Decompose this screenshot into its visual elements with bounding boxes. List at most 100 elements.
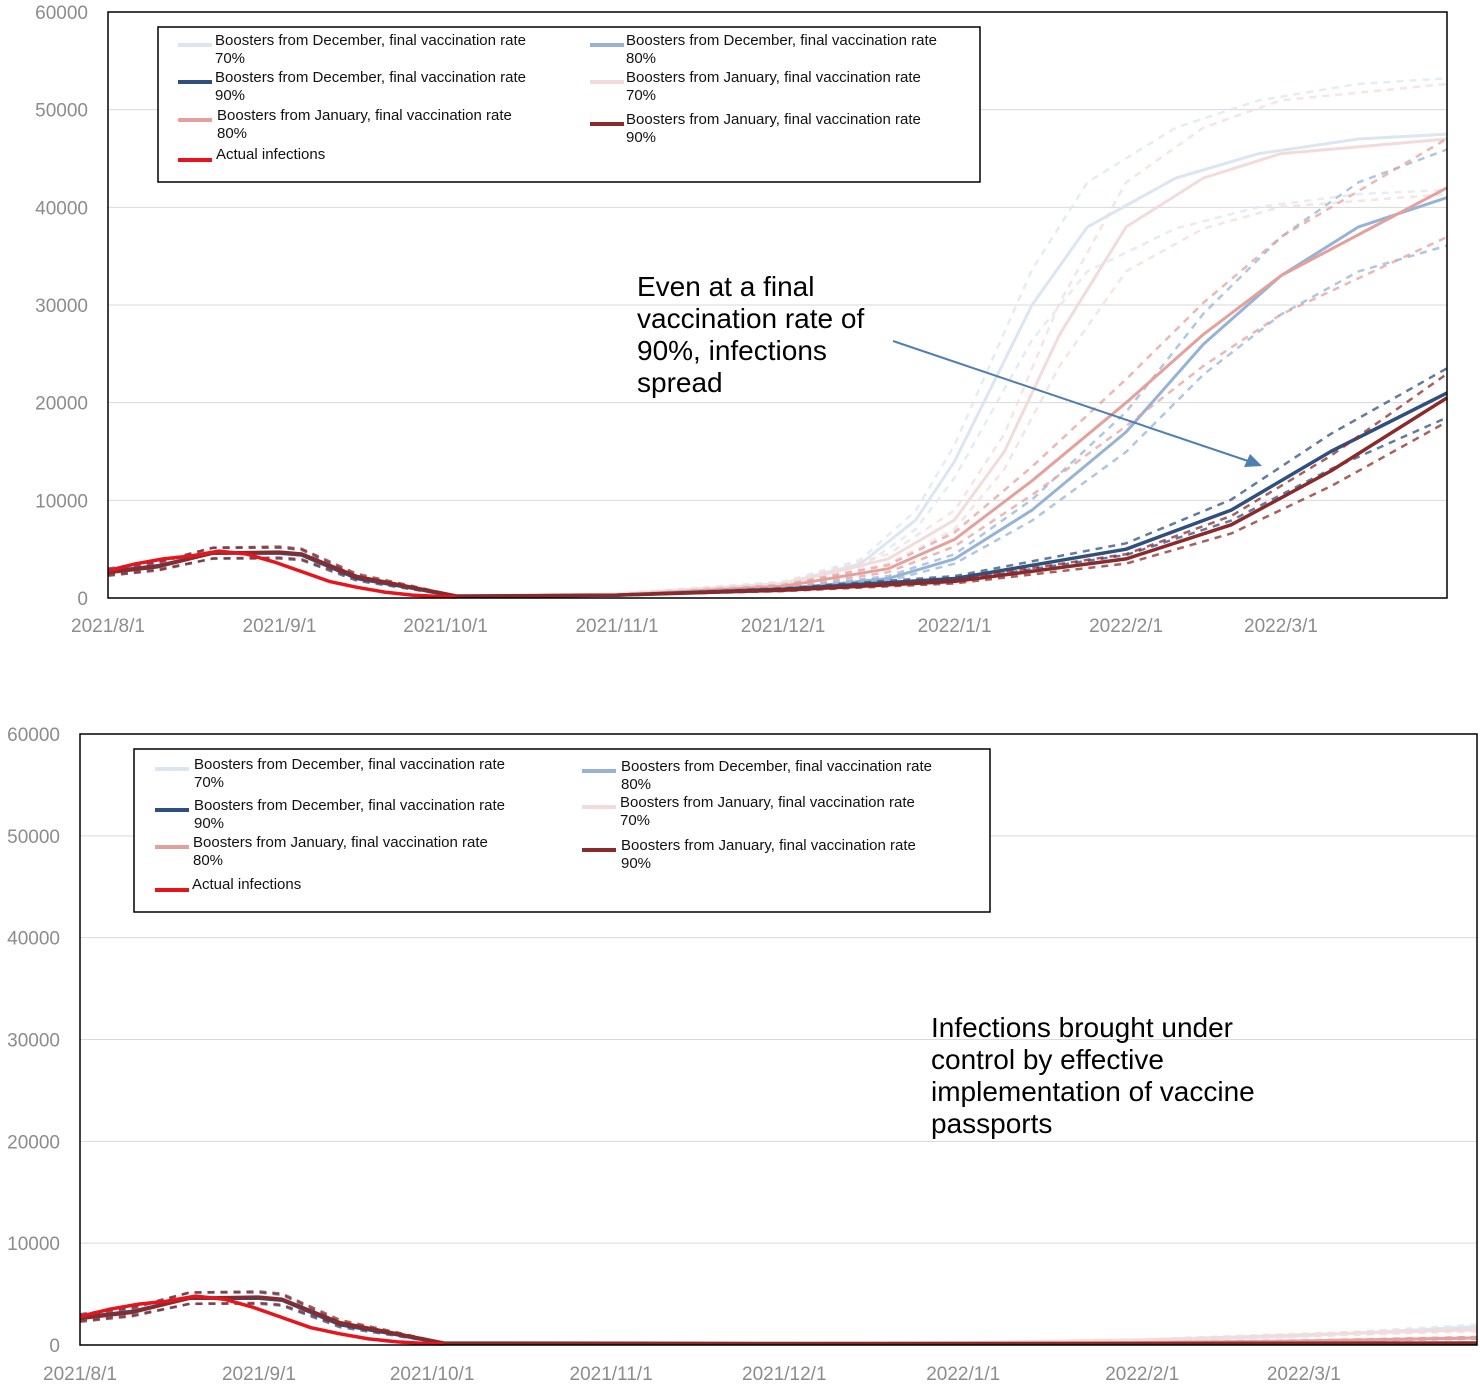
series-line-jan70 [456, 137, 1448, 599]
series-group [79, 1290, 1478, 1346]
legend-label: 90% [626, 129, 656, 146]
x-tick-label: 2022/1/1 [926, 1364, 1000, 1384]
series-line-dec90 [107, 391, 1448, 599]
annotation-arrow-head [1244, 454, 1262, 467]
series-line-dec80 [456, 196, 1448, 599]
x-tick-label: 2021/9/1 [243, 616, 317, 637]
series-group [107, 77, 1448, 599]
annotation-line: Infections brought under [931, 1012, 1233, 1043]
legend-label: 80% [621, 776, 651, 793]
legend-label: Boosters from January, final vaccination… [626, 111, 921, 128]
x-tick-label: 2021/8/1 [71, 616, 145, 637]
legend-label: 90% [194, 815, 224, 832]
legend-label: Boosters from December, final vaccinatio… [621, 758, 932, 775]
annotation-line: implementation of vaccine [931, 1076, 1255, 1107]
series-line-actual [107, 549, 457, 599]
legend-label: 90% [621, 855, 651, 872]
annotation-line: passports [931, 1108, 1052, 1139]
plot-frame [107, 11, 1448, 599]
y-tick-label: 40000 [7, 929, 60, 950]
x-tick-label: 2022/2/1 [1105, 1364, 1179, 1384]
annotation-line: control by effective [931, 1044, 1164, 1075]
legend-label: Boosters from December, final vaccinatio… [215, 32, 526, 49]
annotation-line: vaccination rate of [637, 303, 864, 334]
chart-bottom: 0 10000 20000 30000 40000 50000 60000 2021/8/1… [7, 725, 1478, 1384]
x-tick-label: 2021/9/1 [222, 1364, 296, 1384]
y-axis-ticks: 0 10000 20000 30000 40000 50000 60000 [7, 725, 60, 1357]
legend: Boosters from December, final vaccinatio… [157, 26, 981, 183]
x-tick-label: 2022/3/1 [1267, 1364, 1341, 1384]
x-tick-label: 2021/10/1 [390, 1364, 475, 1384]
x-tick-label: 2021/8/1 [43, 1364, 117, 1384]
series-line-range-dec90 [107, 367, 1448, 598]
legend-label: Boosters from December, final vaccinatio… [194, 756, 505, 773]
legend-label: Actual infections [192, 876, 301, 893]
annotation-arrow-shaft [892, 340, 1249, 462]
legend-label: Boosters from January, final vaccination… [620, 794, 915, 811]
legend-label: 70% [626, 87, 656, 104]
legend-label: 90% [215, 87, 245, 104]
legend-label: Boosters from January, final vaccination… [626, 69, 921, 86]
chart-top: 0 10000 20000 30000 40000 50000 60000 2021/8/1… [35, 3, 1448, 637]
annotation-line: spread [637, 367, 723, 398]
plot-frame [79, 733, 1478, 1346]
legend-label: 70% [194, 774, 224, 791]
legend-label: 80% [193, 852, 223, 869]
legend-label: Boosters from December, final vaccinatio… [194, 797, 505, 814]
series-line-range-jan90 [107, 372, 1448, 598]
legend-box [133, 748, 991, 913]
y-tick-label: 20000 [35, 394, 88, 415]
legend-label: 80% [626, 50, 656, 67]
series-line-range-dec80 [456, 148, 1448, 599]
series-line-actual [79, 1294, 444, 1346]
y-tick-label: 10000 [7, 1234, 60, 1255]
series-line-range-dec70 [456, 188, 1448, 599]
legend-label: 80% [217, 125, 247, 142]
annotation-line: 90%, infections [637, 335, 827, 366]
y-tick-label: 30000 [7, 1031, 60, 1052]
y-tick-label: 0 [49, 1336, 60, 1357]
legend-label: Boosters from December, final vaccinatio… [215, 69, 526, 86]
y-axis-ticks: 0 10000 20000 30000 40000 50000 60000 [35, 3, 88, 610]
y-tick-label: 60000 [7, 725, 60, 746]
legend-label: Boosters from January, final vaccination… [193, 834, 488, 851]
legend-label: 70% [215, 50, 245, 67]
y-tick-label: 50000 [7, 827, 60, 848]
legend-label: Boosters from January, final vaccination… [217, 107, 512, 124]
series-line-range-jan80 [456, 235, 1448, 599]
y-tick-label: 20000 [7, 1132, 60, 1153]
x-tick-label: 2021/12/1 [741, 616, 826, 637]
series-line-range-dec80 [456, 244, 1448, 599]
legend-label: Boosters from December, final vaccinatio… [626, 32, 937, 49]
x-tick-label: 2022/3/1 [1244, 616, 1318, 637]
series-line-range-jan70 [456, 192, 1448, 599]
y-tick-label: 50000 [35, 101, 88, 122]
legend-label: 70% [620, 812, 650, 829]
legend-label: Actual infections [216, 146, 325, 163]
y-tick-label: 10000 [35, 491, 88, 512]
y-tick-label: 30000 [35, 296, 88, 317]
series-line-dec70 [456, 132, 1448, 599]
y-tick-label: 0 [77, 589, 88, 610]
x-axis-ticks: 2021/8/1 2021/9/1 2021/10/1 2021/11/1 2021/1… [43, 1364, 1341, 1384]
y-tick-label: 60000 [35, 3, 88, 24]
x-axis-ticks: 2021/8/1 2021/9/1 2021/10/1 2021/11/1 2021/1… [71, 616, 1318, 637]
series-line-jan90 [107, 396, 1448, 598]
x-tick-label: 2022/2/1 [1089, 616, 1163, 637]
series-line-range-jan80 [456, 137, 1448, 599]
x-tick-label: 2021/10/1 [403, 616, 488, 637]
annotation-line: Even at a final [637, 271, 814, 302]
legend: Boosters from December, final vaccinatio… [133, 748, 991, 913]
legend-box [157, 26, 981, 183]
y-tick-label: 40000 [35, 198, 88, 219]
series-line-range-jan90 [107, 420, 1448, 598]
series-line-jan80 [456, 186, 1448, 599]
legend-label: Boosters from January, final vaccination… [621, 837, 916, 854]
annotation-text: Even at a final vaccination rate of 90%,… [637, 271, 872, 398]
x-tick-label: 2021/12/1 [742, 1364, 827, 1384]
x-tick-label: 2022/1/1 [918, 616, 992, 637]
x-tick-label: 2021/11/1 [575, 616, 658, 637]
annotation-text: Infections brought under control by effe… [931, 1012, 1263, 1139]
x-tick-label: 2021/11/1 [570, 1364, 653, 1384]
